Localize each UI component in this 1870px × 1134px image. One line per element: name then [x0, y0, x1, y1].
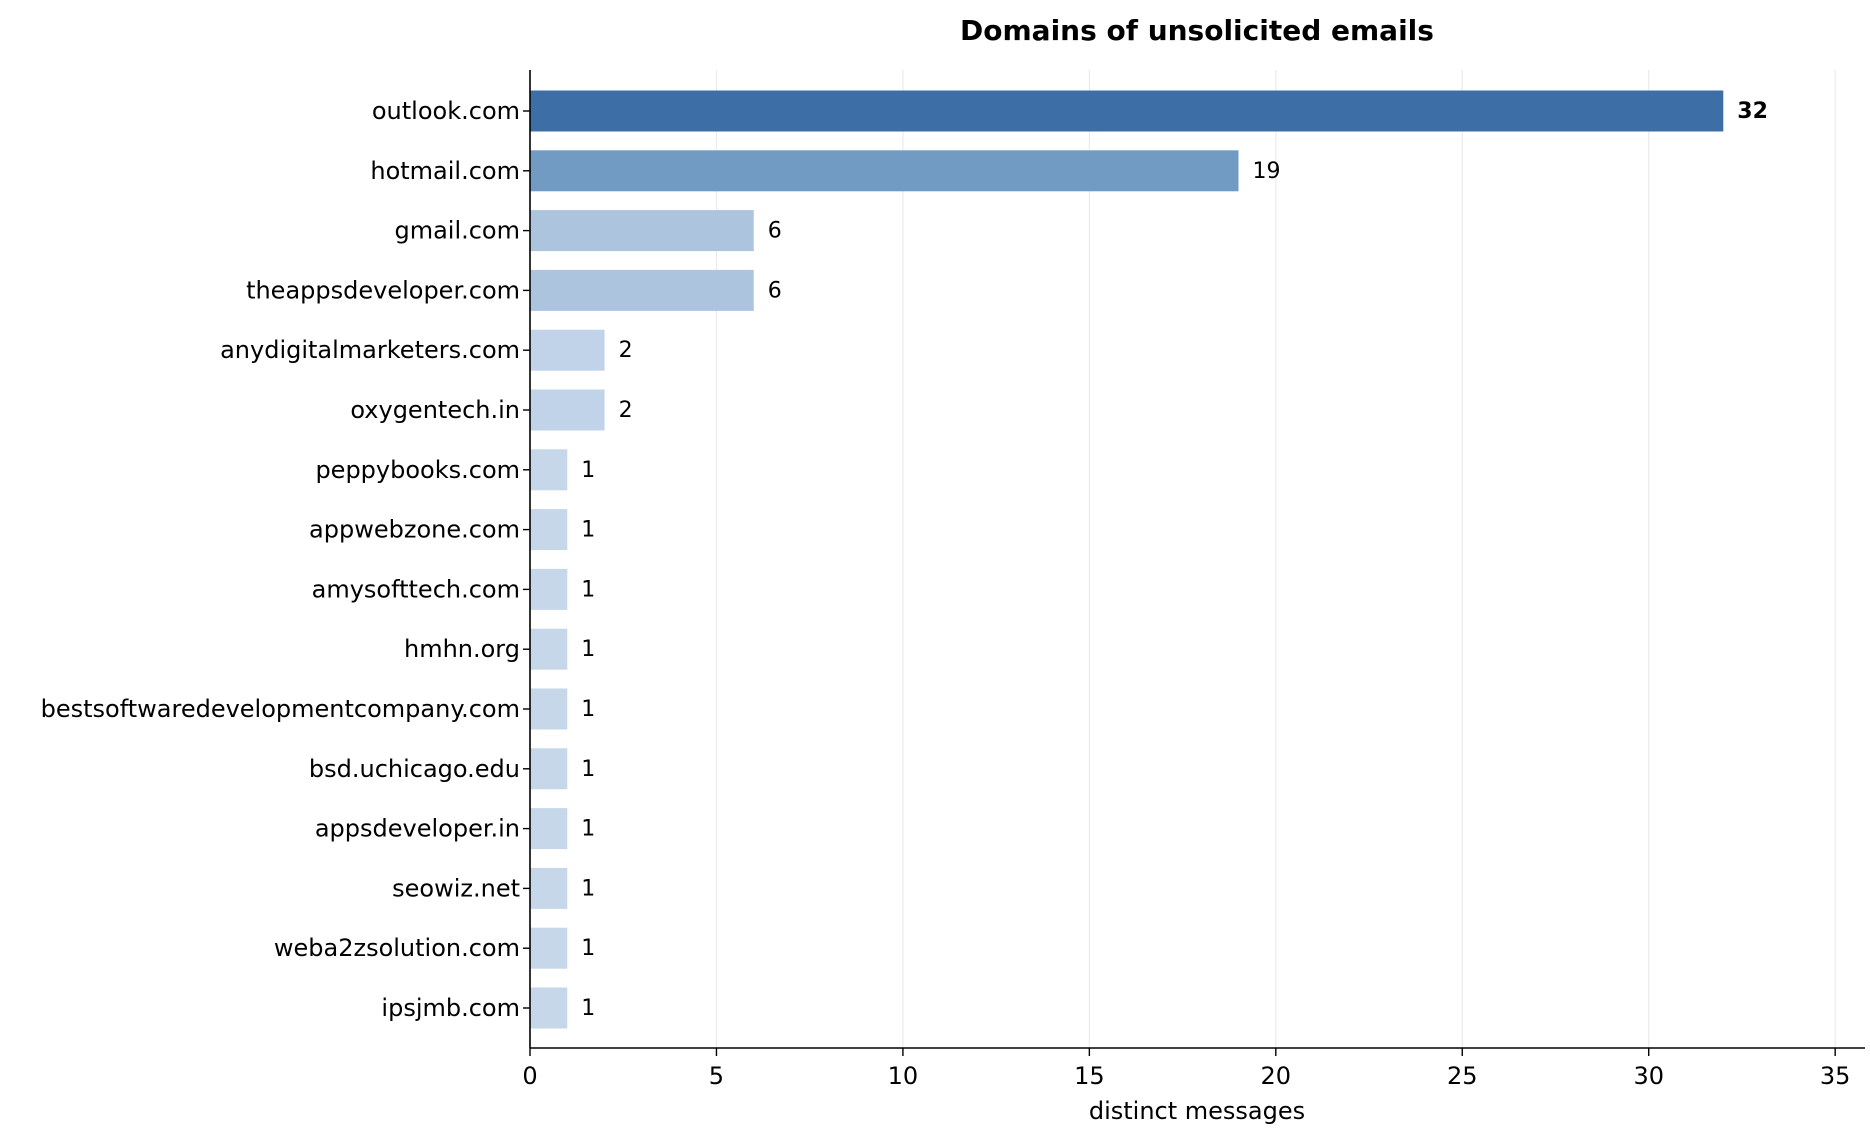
y-tick-label: hotmail.com [370, 157, 520, 185]
bar [530, 269, 754, 311]
bar [530, 628, 568, 670]
y-tick-label: seowiz.net [392, 874, 520, 902]
bar [530, 389, 605, 431]
data-label: 1 [581, 637, 595, 662]
y-tick-label: amysofttech.com [312, 575, 520, 603]
bar [530, 867, 568, 909]
data-labels: 32 19 6 6 2 2 1 1 1 1 1 1 1 1 1 1 [581, 99, 1768, 1021]
data-label: 2 [619, 398, 633, 423]
chart-title: Domains of unsolicited emails [960, 14, 1434, 47]
x-tick-label: 30 [1633, 1062, 1664, 1090]
data-label: 6 [768, 219, 782, 244]
y-tick-label: oxygentech.in [350, 396, 520, 424]
bar [530, 688, 568, 730]
y-tick-label: weba2zsolution.com [274, 934, 520, 962]
data-label: 1 [581, 757, 595, 782]
gridlines [715, 70, 1836, 1048]
x-ticks: 0 5 10 15 20 25 30 35 [522, 1048, 1850, 1090]
y-tick-label: appwebzone.com [309, 516, 520, 544]
y-tick-label: bestsoftwaredevelopmentcompany.com [41, 695, 520, 723]
data-label: 1 [581, 518, 595, 543]
data-label: 1 [581, 817, 595, 842]
y-tick-label: anydigitalmarketers.com [220, 336, 520, 364]
x-tick-label: 5 [709, 1062, 724, 1090]
bar [530, 150, 1239, 192]
bars [530, 90, 1724, 1029]
y-tick-label: bsd.uchicago.edu [309, 755, 520, 783]
data-label: 1 [581, 458, 595, 483]
x-tick-label: 35 [1820, 1062, 1851, 1090]
data-label: 1 [581, 697, 595, 722]
y-tick-label: ipsjmb.com [381, 994, 520, 1022]
x-tick-label: 10 [888, 1062, 919, 1090]
data-label: 1 [581, 996, 595, 1021]
data-label: 1 [581, 577, 595, 602]
bar [530, 987, 568, 1029]
data-label: 19 [1253, 159, 1281, 184]
x-tick-label: 20 [1261, 1062, 1292, 1090]
data-label: 32 [1737, 99, 1768, 124]
bar [530, 90, 1724, 132]
bar [530, 329, 605, 371]
y-tick-label: theappsdeveloper.com [246, 276, 520, 304]
data-label: 6 [768, 278, 782, 303]
y-tick-label: outlook.com [372, 97, 520, 125]
data-label: 1 [581, 936, 595, 961]
bar [530, 748, 568, 790]
y-tick-label: gmail.com [394, 217, 520, 245]
y-tick-label: hmhn.org [404, 635, 520, 663]
bar [530, 210, 754, 252]
y-tick-label: peppybooks.com [315, 456, 520, 484]
bar [530, 568, 568, 610]
y-tick-label: appsdeveloper.in [315, 815, 520, 843]
x-axis-label: distinct messages [1089, 1097, 1305, 1125]
x-tick-label: 15 [1074, 1062, 1105, 1090]
bar [530, 927, 568, 969]
bar [530, 449, 568, 491]
data-label: 2 [619, 338, 633, 363]
bar [530, 808, 568, 850]
data-label: 1 [581, 876, 595, 901]
x-tick-label: 0 [522, 1062, 537, 1090]
bar [530, 509, 568, 551]
x-tick-label: 25 [1447, 1062, 1478, 1090]
y-tick-labels: outlook.com hotmail.com gmail.com theappsde… [41, 97, 530, 1022]
